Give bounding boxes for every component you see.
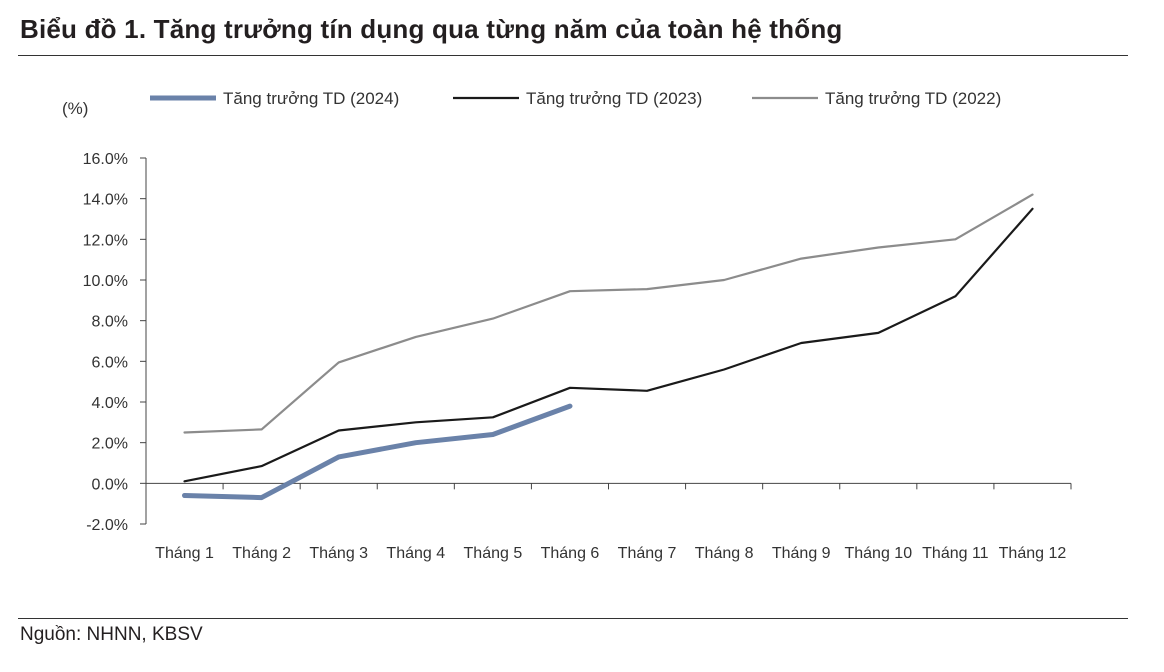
x-tick-label: Tháng 9 xyxy=(772,545,831,562)
chart-title: Biểu đồ 1. Tăng trưởng tín dụng qua từng… xyxy=(20,14,843,44)
chart-axes: -2.0% 0.0% 2.0% 4.0% 6.0% 8.0% 10.0% 12.0% 14.0%… xyxy=(83,151,1072,562)
x-tick-label: Tháng 4 xyxy=(386,545,445,562)
series-line xyxy=(183,207,1034,483)
chart-series xyxy=(182,193,1034,501)
series-line xyxy=(183,193,1034,434)
x-tick-label: Tháng 12 xyxy=(999,545,1067,562)
y-tick-label: -2.0% xyxy=(86,517,128,534)
y-tick-label: 0.0% xyxy=(92,476,128,493)
x-tick-label: Tháng 1 xyxy=(155,545,214,562)
y-tick-label: 4.0% xyxy=(92,395,128,412)
x-tick-label: Tháng 2 xyxy=(232,545,291,562)
title-divider xyxy=(18,55,1128,56)
legend-label: Tăng trưởng TD (2023) xyxy=(526,89,702,108)
x-tick-label: Tháng 5 xyxy=(464,545,523,562)
x-tick-label: Tháng 11 xyxy=(922,545,989,562)
legend-label: Tăng trưởng TD (2024) xyxy=(223,89,399,108)
x-tick-label: Tháng 6 xyxy=(541,545,600,562)
y-tick-label: 14.0% xyxy=(83,192,128,209)
y-tick-label: 2.0% xyxy=(92,436,128,453)
x-tick-label: Tháng 3 xyxy=(309,545,368,562)
source-divider xyxy=(18,618,1128,619)
chart-legend: Tăng trưởng TD (2024) Tăng trưởng TD (202… xyxy=(150,89,1001,108)
x-tick-label: Tháng 7 xyxy=(618,545,677,562)
y-tick-label: 10.0% xyxy=(83,273,128,290)
y-axis-unit-label: (%) xyxy=(62,99,88,118)
legend-label: Tăng trưởng TD (2022) xyxy=(825,89,1001,108)
y-tick-label: 6.0% xyxy=(92,354,128,371)
x-tick-label: Tháng 10 xyxy=(844,545,912,562)
series-line xyxy=(182,403,573,501)
y-tick-label: 16.0% xyxy=(83,151,128,168)
source-note: Nguồn: NHNN, KBSV xyxy=(20,624,203,645)
x-tick-label: Tháng 8 xyxy=(695,545,754,562)
credit-growth-line-chart: (%) Tăng trưởng TD (2024) Tăng trưởng TD … xyxy=(62,89,1072,562)
y-tick-label: 8.0% xyxy=(92,314,128,331)
y-tick-label: 12.0% xyxy=(83,232,128,249)
